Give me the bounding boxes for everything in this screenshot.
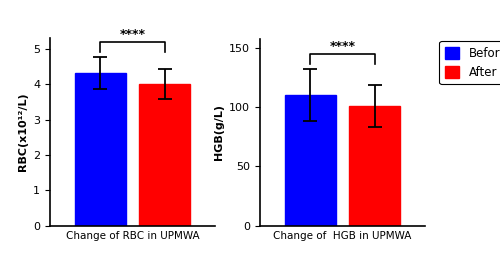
- Bar: [350, 106, 400, 226]
- X-axis label: Change of  HGB in UPMWA: Change of HGB in UPMWA: [274, 231, 411, 241]
- Y-axis label: HGB(g/L): HGB(g/L): [214, 104, 224, 160]
- X-axis label: Change of RBC in UPMWA: Change of RBC in UPMWA: [66, 231, 200, 241]
- Bar: [75, 73, 126, 226]
- Text: ****: ****: [330, 40, 355, 53]
- Bar: [140, 84, 190, 226]
- Y-axis label: RBC(x10¹²/L): RBC(x10¹²/L): [18, 93, 28, 171]
- Legend: Before, After: Before, After: [439, 41, 500, 84]
- Text: ****: ****: [120, 28, 146, 41]
- Bar: [285, 95, 336, 226]
